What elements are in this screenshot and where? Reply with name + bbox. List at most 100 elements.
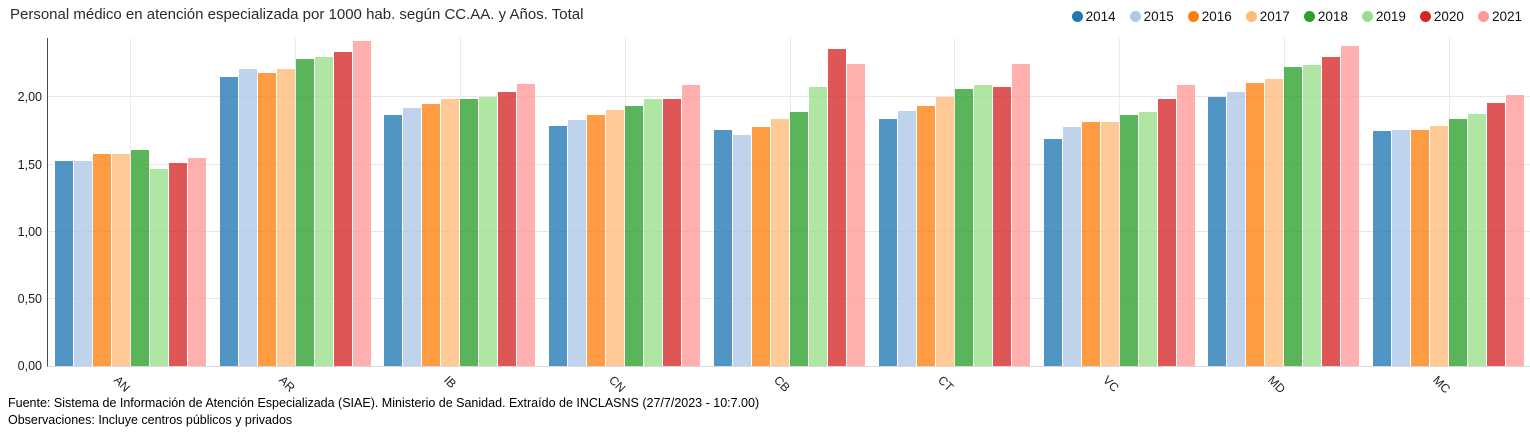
bar-MD-2019[interactable] — [1303, 65, 1322, 366]
plot-area — [47, 38, 1530, 367]
y-axis-tick-label: 1,50 — [17, 157, 42, 172]
bar-IB-2014[interactable] — [384, 114, 403, 366]
bar-CN-2018[interactable] — [625, 105, 644, 366]
bar-MC-2020[interactable] — [1487, 102, 1506, 366]
bar-CN-2015[interactable] — [568, 120, 587, 366]
legend-dot-icon — [1477, 11, 1489, 22]
bar-IB-2019[interactable] — [479, 97, 498, 366]
bar-AR-2019[interactable] — [314, 57, 333, 366]
bar-MC-2018[interactable] — [1449, 118, 1468, 366]
bar-MD-2020[interactable] — [1322, 57, 1341, 366]
bar-CT-2015[interactable] — [897, 110, 916, 366]
bar-VC-2021[interactable] — [1176, 85, 1195, 366]
bar-CT-2018[interactable] — [954, 89, 973, 366]
legend-item-2018[interactable]: 2018 — [1303, 9, 1348, 24]
bar-CT-2017[interactable] — [935, 97, 954, 366]
bar-VC-2017[interactable] — [1100, 121, 1119, 366]
bar-CB-2021[interactable] — [846, 63, 865, 366]
bar-MC-2017[interactable] — [1430, 125, 1449, 366]
legend-dot-icon — [1129, 11, 1141, 22]
bar-CN-2020[interactable] — [663, 98, 682, 366]
bar-AN-2014[interactable] — [54, 160, 73, 366]
bar-MC-2015[interactable] — [1392, 129, 1411, 366]
bar-MD-2016[interactable] — [1246, 82, 1265, 366]
bar-AR-2015[interactable] — [238, 69, 257, 366]
x-axis-category-label: AR — [276, 373, 298, 395]
bar-IB-2020[interactable] — [498, 92, 517, 366]
legend-dot-icon — [1361, 11, 1373, 22]
bar-AN-2019[interactable] — [149, 168, 168, 366]
bar-MD-2018[interactable] — [1284, 66, 1303, 366]
legend-item-2015[interactable]: 2015 — [1129, 9, 1174, 24]
legend-label: 2014 — [1085, 9, 1116, 24]
y-gridline — [48, 163, 1530, 165]
legend-label: 2018 — [1317, 9, 1348, 24]
bar-AR-2017[interactable] — [276, 69, 295, 366]
bar-MD-2017[interactable] — [1265, 78, 1284, 366]
bar-VC-2018[interactable] — [1119, 114, 1138, 366]
bar-CN-2016[interactable] — [587, 114, 606, 366]
bar-CN-2017[interactable] — [606, 109, 625, 366]
bar-IB-2015[interactable] — [403, 108, 422, 366]
bar-CT-2019[interactable] — [973, 85, 992, 366]
bar-CB-2017[interactable] — [770, 118, 789, 366]
bar-AR-2021[interactable] — [352, 41, 371, 366]
bar-CB-2016[interactable] — [751, 126, 770, 366]
bar-group-VC — [1037, 38, 1202, 366]
legend-label: 2017 — [1259, 9, 1290, 24]
bar-MC-2019[interactable] — [1468, 113, 1487, 366]
bar-MC-2021[interactable] — [1506, 94, 1525, 366]
bar-MD-2015[interactable] — [1227, 92, 1246, 366]
bar-CT-2020[interactable] — [992, 86, 1011, 366]
bar-MC-2014[interactable] — [1373, 131, 1392, 366]
bar-AR-2018[interactable] — [295, 58, 314, 366]
legend-item-2019[interactable]: 2019 — [1361, 9, 1406, 24]
bar-AN-2016[interactable] — [92, 153, 111, 366]
bar-IB-2018[interactable] — [460, 98, 479, 366]
bar-AN-2021[interactable] — [187, 157, 206, 366]
bar-VC-2016[interactable] — [1081, 121, 1100, 366]
bar-MD-2014[interactable] — [1208, 97, 1227, 366]
bar-CN-2021[interactable] — [682, 85, 701, 366]
bar-AN-2020[interactable] — [168, 163, 187, 366]
bar-VC-2015[interactable] — [1062, 126, 1081, 366]
bar-IB-2016[interactable] — [422, 104, 441, 366]
bar-IB-2021[interactable] — [517, 84, 536, 366]
y-gridline — [48, 96, 1530, 98]
bar-CB-2014[interactable] — [713, 129, 732, 366]
bar-VC-2014[interactable] — [1043, 139, 1062, 366]
bar-AN-2017[interactable] — [111, 153, 130, 366]
chart-title: Personal médico en atención especializad… — [10, 6, 584, 23]
legend-item-2017[interactable]: 2017 — [1245, 9, 1290, 24]
bar-AR-2020[interactable] — [333, 51, 352, 366]
bar-group-MC — [1366, 38, 1530, 366]
legend-label: 2020 — [1433, 9, 1464, 24]
bar-VC-2019[interactable] — [1138, 112, 1157, 366]
bar-CB-2018[interactable] — [789, 112, 808, 366]
bar-CB-2015[interactable] — [732, 135, 751, 366]
bar-MD-2021[interactable] — [1341, 46, 1360, 366]
bar-VC-2020[interactable] — [1157, 98, 1176, 366]
bar-AR-2016[interactable] — [257, 73, 276, 366]
bar-CB-2020[interactable] — [827, 49, 846, 366]
legend-dot-icon — [1303, 11, 1315, 22]
bar-CT-2021[interactable] — [1011, 63, 1030, 366]
bar-AN-2015[interactable] — [73, 160, 92, 366]
x-axis-category-label: VC — [1100, 373, 1122, 395]
bar-group-MD — [1201, 38, 1366, 366]
bar-CB-2019[interactable] — [808, 86, 827, 366]
legend-item-2020[interactable]: 2020 — [1419, 9, 1464, 24]
bar-CN-2014[interactable] — [549, 125, 568, 366]
bar-AN-2018[interactable] — [130, 149, 149, 366]
legend-dot-icon — [1419, 11, 1431, 22]
legend-item-2016[interactable]: 2016 — [1187, 9, 1232, 24]
legend-item-2014[interactable]: 2014 — [1071, 9, 1116, 24]
bar-CT-2014[interactable] — [878, 118, 897, 366]
bar-CT-2016[interactable] — [916, 105, 935, 366]
bar-MC-2016[interactable] — [1411, 129, 1430, 366]
legend-item-2021[interactable]: 2021 — [1477, 9, 1522, 24]
bar-IB-2017[interactable] — [441, 98, 460, 366]
bar-CN-2019[interactable] — [644, 98, 663, 366]
bar-AR-2014[interactable] — [219, 77, 238, 366]
